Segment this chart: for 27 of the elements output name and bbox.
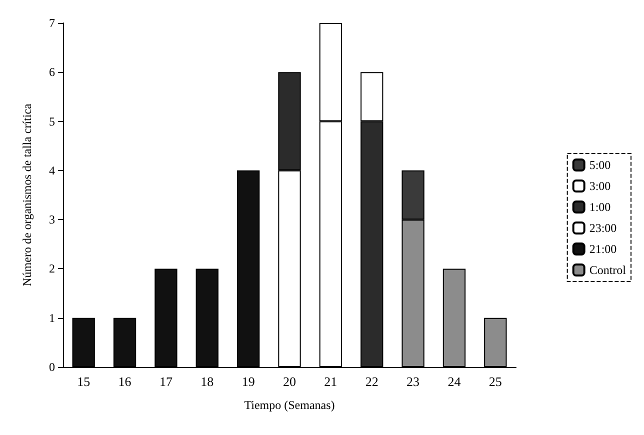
y-tick-label: 2 [49, 262, 55, 276]
x-tick-label: 16 [118, 374, 132, 389]
legend-label: 5:00 [589, 158, 611, 172]
y-tick-label: 4 [49, 163, 55, 178]
x-axis-title: Tiempo (Semanas) [244, 398, 335, 412]
x-tick-label: 25 [488, 374, 502, 389]
y-tick-label: 1 [49, 310, 55, 325]
legend-label: 3:00 [589, 179, 611, 193]
legend-label: Control [589, 263, 627, 277]
x-tick-label: 19 [242, 374, 255, 389]
legend-label: 21:00 [589, 242, 617, 256]
x-tick-label: 23 [406, 374, 420, 389]
legend-label: 1:00 [589, 200, 611, 214]
y-tick-label: 7 [49, 16, 55, 30]
x-tick-label: 22 [365, 374, 378, 389]
x-tick-label: 21 [324, 374, 338, 389]
y-tick-label: 6 [49, 65, 55, 80]
y-tick-label: 5 [49, 114, 55, 128]
x-tick-label: 20 [283, 374, 296, 389]
x-tick-label: 17 [159, 374, 173, 389]
y-axis-title: Número de organismos de talla crítica [20, 102, 34, 286]
y-tick-label: 0 [49, 360, 55, 374]
x-tick-label: 24 [448, 374, 462, 389]
x-tick-label: 15 [77, 374, 90, 389]
y-tick-label: 3 [49, 212, 55, 227]
x-tick-label: 18 [200, 374, 214, 389]
legend-label: 23:00 [589, 221, 617, 235]
